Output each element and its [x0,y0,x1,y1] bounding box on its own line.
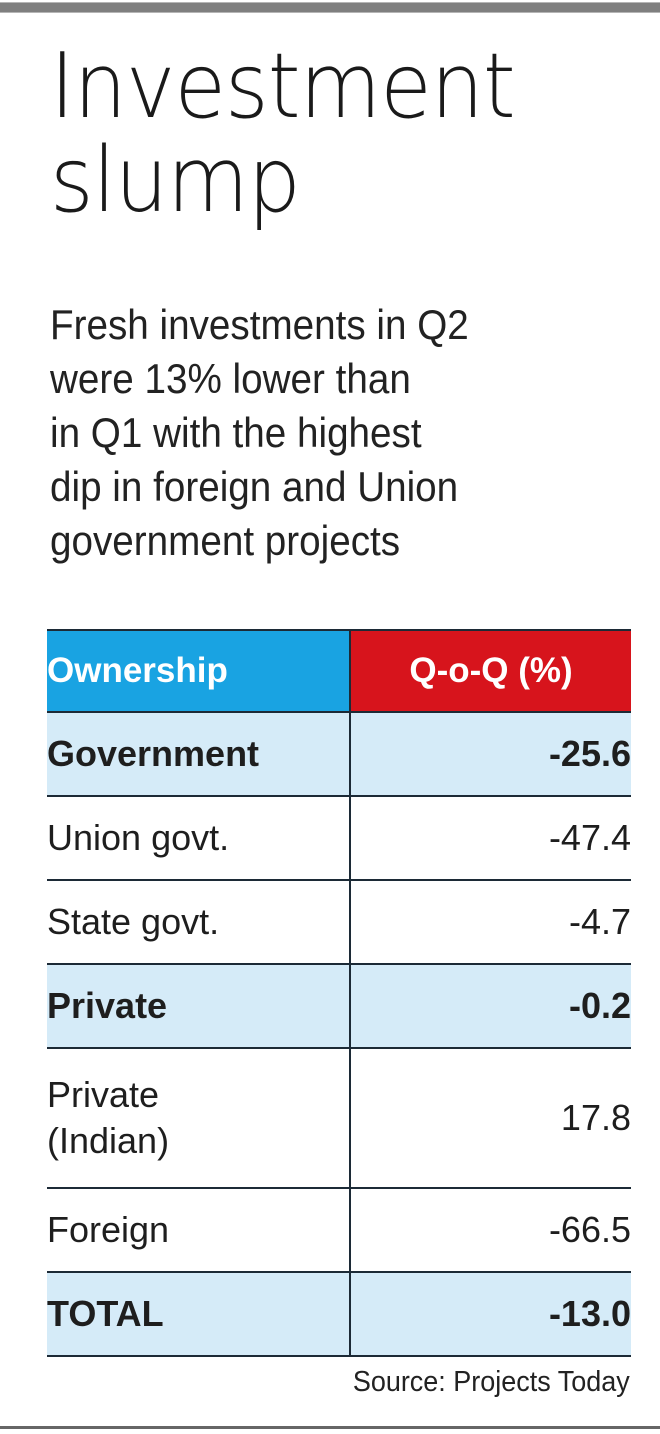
table-row-government: Government -25.6 [47,712,631,797]
page-title: Investment slump [50,34,516,233]
row-label: Government [47,712,350,797]
ownership-table: Ownership Q-o-Q (%) Government -25.6 Uni… [47,629,631,1357]
title-line-1: Investment [50,34,516,139]
row-label-line: Private [47,1074,160,1115]
table-row-union-govt: Union govt. -47.4 [47,796,631,881]
row-value: -13.0 [349,1272,631,1357]
row-value: -25.6 [349,712,631,797]
row-value: -47.4 [349,796,631,881]
row-label: Foreign [47,1188,350,1273]
column-header-qoq: Q-o-Q (%) [349,629,631,713]
row-value: -0.2 [349,964,631,1049]
column-header-ownership: Ownership [47,629,350,713]
row-label: State govt. [47,880,350,965]
bottom-rule [0,1426,660,1429]
subtitle-line: dip in foreign and Union [50,463,459,510]
row-label-line: (Indian) [47,1120,170,1161]
subtitle: Fresh investments in Q2 were 13% lower t… [50,298,602,568]
top-rule [0,2,660,13]
row-value: -4.7 [349,880,631,965]
row-value: -66.5 [349,1188,631,1273]
table-row-state-govt: State govt. -4.7 [47,880,631,965]
table-row-foreign: Foreign -66.5 [47,1188,631,1273]
row-value: 17.8 [349,1048,631,1189]
subtitle-line: were 13% lower than [50,355,411,402]
row-label: Private (Indian) [47,1048,350,1189]
subtitle-line: government projects [50,517,401,564]
row-label: Union govt. [47,796,350,881]
title-line-2: slump [50,128,301,233]
table-row-total: TOTAL -13.0 [47,1272,631,1357]
source-credit: Source: Projects Today [353,1366,630,1398]
table-row-private: Private -0.2 [47,964,631,1049]
row-label: Private [47,964,350,1049]
table-header-row: Ownership Q-o-Q (%) [47,629,631,713]
table-row-private-indian: Private (Indian) 17.8 [47,1048,631,1189]
row-label: TOTAL [47,1272,350,1357]
subtitle-line: in Q1 with the highest [50,409,422,456]
subtitle-line: Fresh investments in Q2 [50,301,469,348]
